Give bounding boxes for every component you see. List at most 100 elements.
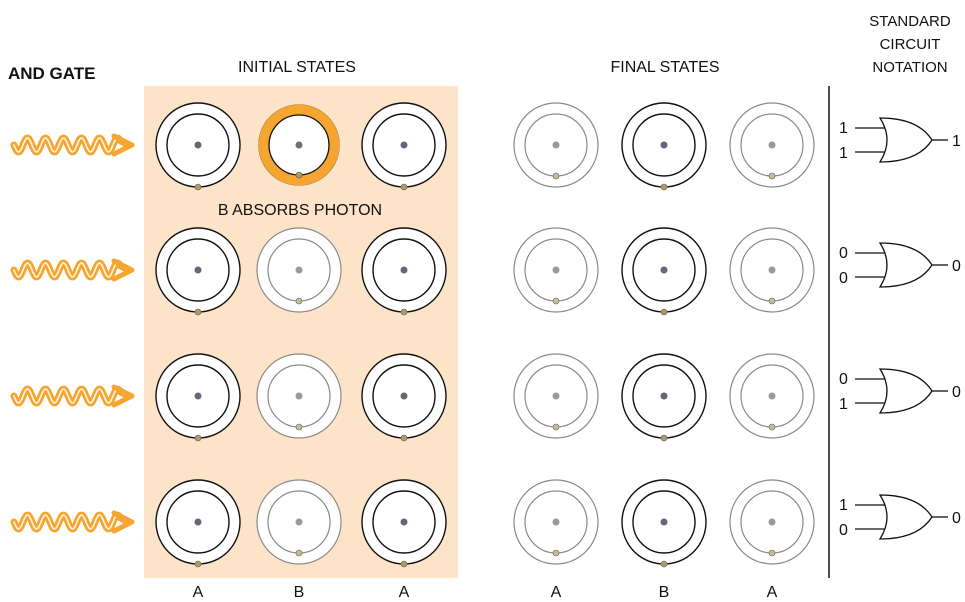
gate-input-1: 1 [839, 120, 848, 137]
initial-atom-b [256, 353, 342, 439]
gate-input-2: 1 [839, 145, 848, 162]
initial-states-header: INITIAL STATES [238, 59, 356, 76]
initial-column-label: A [399, 584, 410, 601]
initial-atom-a [155, 479, 241, 568]
final-column-label: A [551, 584, 562, 601]
initial-atom-a [155, 227, 241, 316]
nucleus [400, 518, 408, 526]
inner-orbit [372, 364, 436, 428]
initial-atom-b [258, 104, 340, 186]
inner-orbit [166, 364, 230, 428]
gate-input-2: 0 [839, 270, 848, 287]
electron [768, 549, 776, 557]
electron [400, 560, 408, 568]
gate-input-2: 0 [839, 522, 848, 539]
nucleus [768, 266, 776, 274]
electron [400, 434, 408, 442]
notation-header-line-2: CIRCUIT [880, 36, 941, 53]
state-row: 0 1 0 [10, 353, 961, 442]
final-atom-a [513, 227, 599, 313]
nucleus [295, 266, 303, 274]
photon-wave-icon [10, 510, 135, 534]
nucleus [552, 518, 560, 526]
final-atom-a [513, 353, 599, 439]
excited-orbit [258, 104, 340, 186]
nucleus [295, 518, 303, 526]
initial-atom-a [361, 479, 447, 568]
final-atom-a [729, 479, 815, 565]
inner-orbit [372, 113, 436, 177]
final-states-header: FINAL STATES [610, 59, 719, 76]
electron [400, 183, 408, 191]
nucleus [194, 392, 202, 400]
nucleus [552, 392, 560, 400]
final-atom-b [621, 353, 707, 442]
final-atom-b [621, 479, 707, 568]
electron [660, 434, 668, 442]
final-column-label: B [659, 584, 670, 601]
nucleus [400, 141, 408, 149]
nucleus [660, 392, 668, 400]
logic-gate-symbol: 1 1 1 [839, 117, 961, 163]
nucleus [552, 266, 560, 274]
notation-header-line-3: NOTATION [872, 59, 947, 76]
electron [400, 308, 408, 316]
inner-orbit [632, 490, 696, 554]
initial-atom-b [256, 227, 342, 313]
electron [194, 308, 202, 316]
electron [552, 172, 560, 180]
gate-input-1: 0 [839, 245, 848, 262]
photon-wave-icon [10, 384, 135, 408]
final-atom-a [729, 227, 815, 313]
nucleus [660, 518, 668, 526]
nucleus [400, 266, 408, 274]
nucleus [552, 141, 560, 149]
notation-header-line-1: STANDARD [869, 13, 951, 30]
gate-input-1: 0 [839, 371, 848, 388]
electron [295, 549, 303, 557]
inner-orbit [372, 490, 436, 554]
inner-orbit [632, 238, 696, 302]
electron [660, 560, 668, 568]
final-atom-a [513, 102, 599, 188]
electron [660, 308, 668, 316]
final-atom-a [513, 479, 599, 565]
inner-orbit [166, 238, 230, 302]
electron [295, 423, 303, 431]
photon-wave-icon [10, 133, 135, 157]
nucleus [768, 392, 776, 400]
initial-column-label: B [294, 584, 305, 601]
initial-atom-a [155, 353, 241, 442]
electron [194, 183, 202, 191]
photon-absorption-annotation: B ABSORBS PHOTON [218, 202, 382, 219]
electron [194, 560, 202, 568]
electron [552, 423, 560, 431]
nucleus [295, 141, 303, 149]
gate-input-2: 1 [839, 396, 848, 413]
initial-atom-a [155, 102, 241, 191]
electron [660, 183, 668, 191]
final-atom-a [729, 102, 815, 188]
final-column-label: A [767, 584, 778, 601]
gate-input-1: 1 [839, 497, 848, 514]
nucleus [194, 266, 202, 274]
final-atom-b [621, 227, 707, 316]
final-atom-b [621, 102, 707, 191]
electron [552, 297, 560, 305]
state-row: 1 1 1 [10, 102, 961, 191]
nucleus [768, 141, 776, 149]
final-atom-a [729, 353, 815, 439]
electron [194, 434, 202, 442]
inner-orbit [632, 113, 696, 177]
nucleus [295, 392, 303, 400]
electron [295, 297, 303, 305]
gate-output: 1 [952, 133, 961, 150]
electron [552, 549, 560, 557]
gate-output: 0 [952, 384, 961, 401]
diagram-title: AND GATE [8, 64, 96, 83]
photon-wave-icon [10, 258, 135, 282]
nucleus [660, 266, 668, 274]
logic-gate-symbol: 0 0 0 [839, 242, 961, 288]
electron [295, 171, 303, 179]
